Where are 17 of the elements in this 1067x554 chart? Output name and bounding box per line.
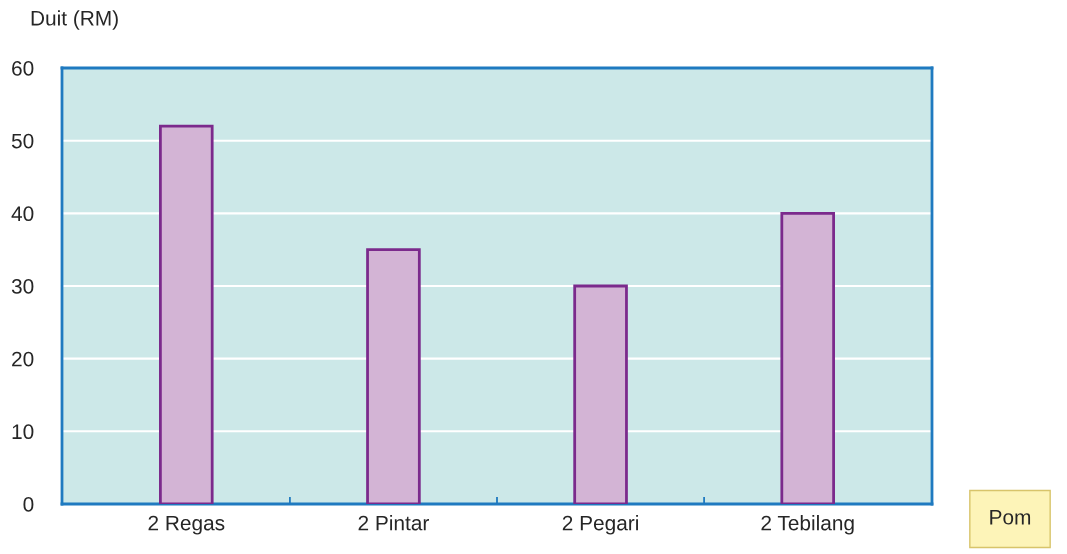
- bar: [159, 124, 214, 504]
- x-tick-label: 2 Regas: [148, 515, 225, 535]
- bar: [366, 248, 421, 504]
- y-tick-label: 30: [11, 279, 34, 294]
- x-tick-label: 2 Tebilang: [761, 515, 854, 535]
- y-tick-label: 60: [12, 61, 34, 76]
- y-tick-label: 40: [11, 206, 34, 222]
- y-tick-label: 0: [23, 497, 34, 512]
- y-axis-title: Duit (RM): [31, 10, 118, 30]
- y-tick-label: 50: [11, 133, 34, 149]
- bar: [780, 211, 835, 504]
- x-tick-label: 2 Pintar: [358, 515, 429, 531]
- bar: [573, 284, 628, 504]
- x-axis-title: Pom: [990, 510, 1031, 525]
- y-tick-label: 10: [12, 424, 34, 440]
- x-tick-label: 2 Pegari: [562, 515, 638, 535]
- y-tick-label: 20: [12, 351, 34, 367]
